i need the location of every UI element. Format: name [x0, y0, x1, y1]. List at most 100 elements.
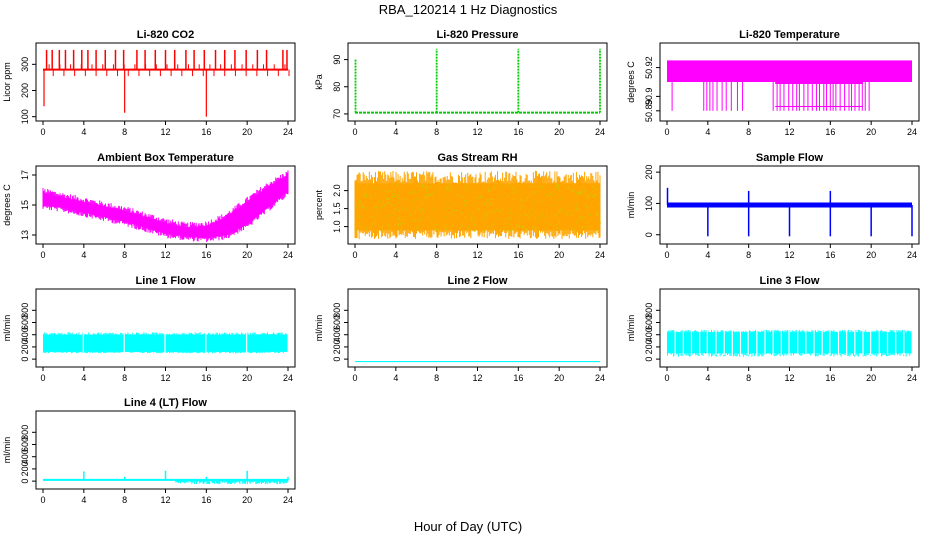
y-tick-label: 600 — [20, 437, 30, 452]
y-axis-label: ml/min — [2, 437, 12, 464]
panel-title: Line 2 Flow — [448, 275, 508, 287]
x-tick-label: 12 — [160, 250, 170, 260]
rh-dot — [397, 209, 400, 211]
rh-dot — [570, 227, 573, 230]
y-tick-label: 1.0 — [332, 220, 342, 233]
y-tick-label: 300 — [20, 57, 30, 72]
rh-dot — [394, 224, 396, 226]
rh-dot — [596, 229, 598, 232]
rh-dot — [545, 194, 547, 196]
rh-dot — [426, 196, 429, 198]
rh-dot — [546, 228, 548, 230]
rh-dot — [425, 197, 427, 199]
rh-dot — [380, 230, 383, 232]
x-tick-label: 0 — [40, 127, 45, 137]
y-tick-label: 800 — [644, 303, 654, 318]
y-axis-label: degrees C — [2, 184, 12, 226]
rh-dot — [576, 202, 578, 204]
rh-dot — [520, 199, 522, 201]
rh-dot — [377, 209, 379, 211]
rh-dot — [464, 217, 467, 219]
rh-dot — [374, 193, 377, 195]
rh-dot — [413, 191, 416, 193]
y-tick-label: 600 — [20, 315, 30, 330]
rh-dot — [530, 185, 532, 187]
rh-dot — [437, 229, 439, 231]
rh-dot — [484, 229, 486, 232]
rh-dot — [520, 205, 522, 207]
rh-dot — [558, 211, 561, 213]
rh-dot — [557, 227, 559, 230]
rh-dot — [417, 198, 419, 200]
rh-dot — [415, 227, 418, 229]
rh-dot — [597, 213, 599, 215]
rh-dot — [401, 207, 403, 209]
rh-dot — [533, 219, 535, 221]
x-tick-label: 0 — [664, 250, 669, 260]
rh-dot — [474, 188, 477, 190]
rh-dot — [556, 226, 559, 229]
rh-dot — [525, 228, 527, 230]
rh-dot — [549, 223, 551, 225]
rh-dot — [425, 189, 427, 192]
x-tick-label: 24 — [595, 373, 605, 383]
panel-sample_flow: Sample Flow ml/min 0 4 8 12 16 20 24 0 100 200 — [626, 152, 920, 260]
rh-dot — [473, 217, 475, 220]
x-tick-label: 0 — [352, 127, 357, 137]
plot-data — [43, 49, 290, 117]
rh-dot — [484, 214, 486, 216]
rh-dot — [362, 206, 364, 208]
rh-dot — [440, 228, 442, 230]
rh-dot — [369, 185, 371, 188]
rh-dot — [370, 197, 373, 199]
rh-dot — [586, 221, 588, 224]
rh-dot — [418, 219, 420, 221]
rh-dot — [570, 215, 572, 217]
rh-dot — [446, 188, 449, 190]
x-tick-label: 4 — [81, 373, 86, 383]
rh-dot — [396, 183, 398, 185]
rh-dot — [528, 217, 530, 219]
rh-dot — [504, 227, 506, 229]
y-tick-label: 1.5 — [332, 202, 342, 215]
x-tick-label: 12 — [784, 373, 794, 383]
rh-dot — [400, 228, 402, 230]
rh-dot — [382, 189, 384, 191]
y-tick-label: 400 — [20, 449, 30, 464]
x-tick-label: 8 — [746, 373, 751, 383]
rh-dot — [499, 229, 501, 231]
y-tick-label: 600 — [332, 315, 342, 330]
rh-dot — [453, 203, 456, 205]
rh-dot — [384, 191, 386, 193]
rh-dot — [400, 223, 402, 225]
rh-dot — [371, 216, 374, 218]
rh-dot — [506, 229, 508, 231]
rh-dot — [579, 192, 581, 194]
rh-dot — [550, 212, 553, 214]
x-tick-label: 0 — [40, 250, 45, 260]
rh-dot — [580, 215, 582, 218]
rh-dot — [586, 196, 588, 198]
x-tick-label: 24 — [595, 127, 605, 137]
y-tick-label: 13 — [20, 230, 30, 240]
rh-dot — [570, 206, 572, 208]
rh-dot — [356, 229, 358, 231]
rh-dot — [599, 222, 602, 224]
rh-dot — [471, 219, 473, 221]
rh-dot — [394, 208, 396, 210]
x-tick-label: 24 — [907, 373, 917, 383]
rh-dot — [493, 186, 496, 188]
rh-dot — [499, 185, 502, 187]
panel-box_temp: Ambient Box Temperature degrees C 0 4 8 12 16 2… — [2, 152, 296, 260]
rh-dot — [445, 189, 447, 192]
rh-dot — [364, 189, 366, 191]
rh-dot — [520, 214, 522, 217]
x-tick-label: 8 — [434, 127, 439, 137]
rh-dot — [492, 188, 494, 190]
rh-dot — [447, 186, 450, 188]
rh-dot — [399, 190, 401, 192]
x-tick-label: 20 — [242, 373, 252, 383]
rh-dot — [571, 189, 574, 192]
rh-dot — [464, 188, 466, 190]
x-tick-label: 20 — [242, 127, 252, 137]
